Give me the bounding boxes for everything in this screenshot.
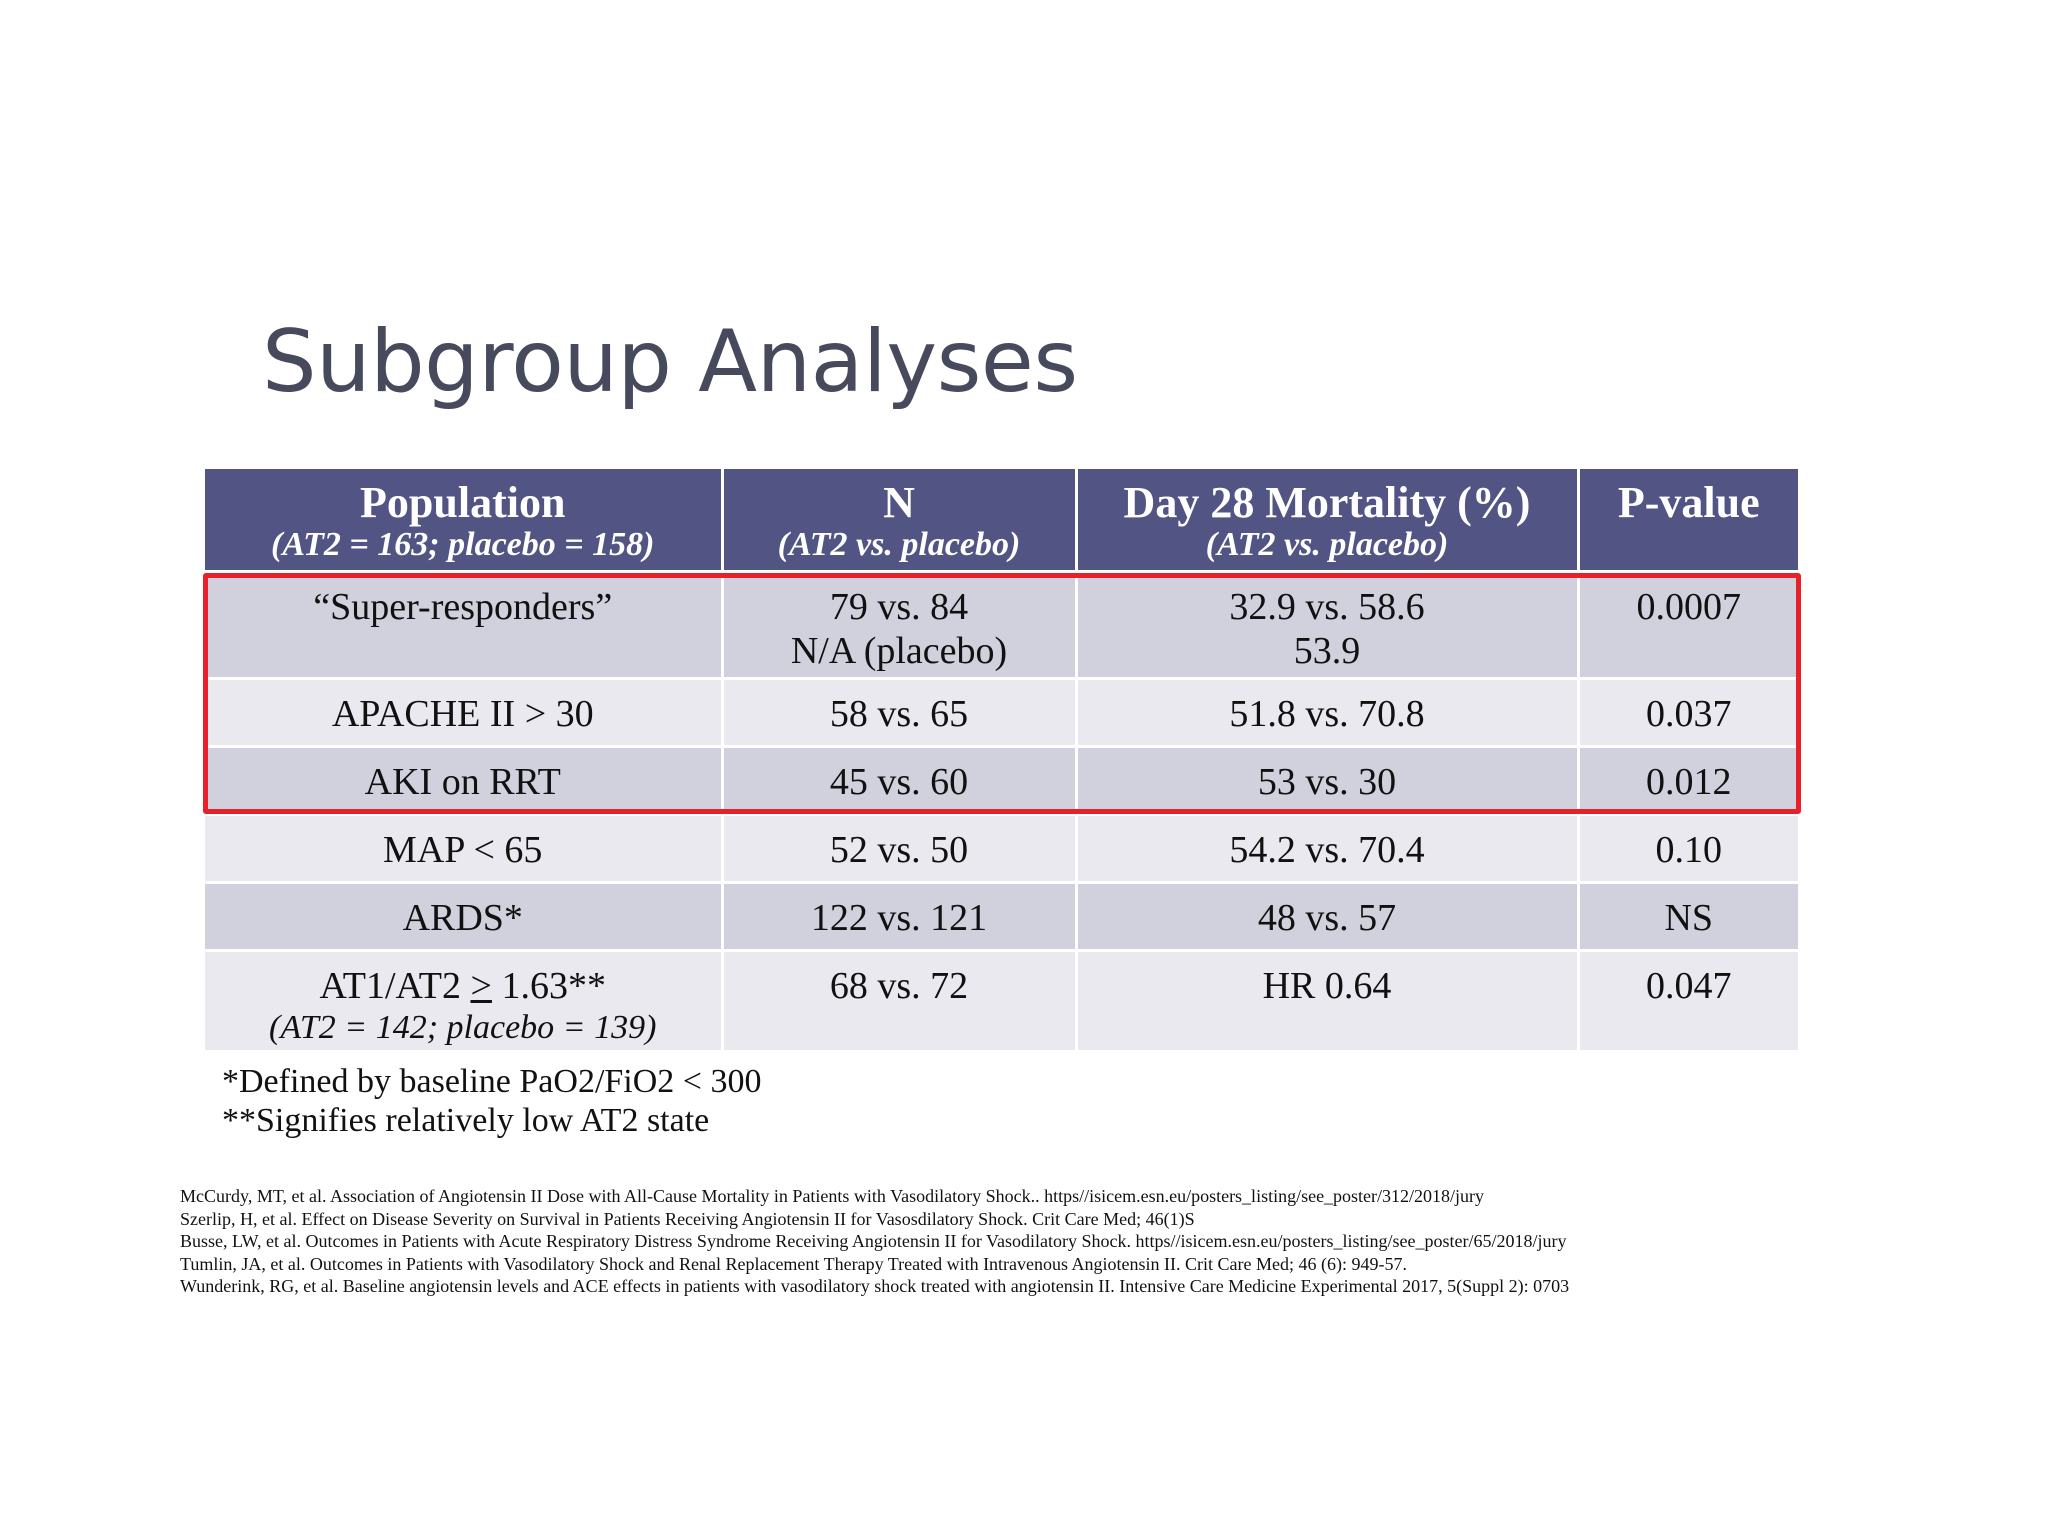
footnotes: *Defined by baseline PaO2/FiO2 < 300 **S… [222,1062,761,1140]
table-row: “Super-responders” 79 vs. 84 N/A (placeb… [205,569,1798,678]
cell-n: 122 vs. 121 [722,880,1078,950]
table-row: MAP < 65 52 vs. 50 54.2 vs. 70.4 0.10 [205,812,1798,882]
footnote: **Signifies relatively low AT2 state [222,1102,710,1139]
cell-n: 79 vs. 84 N/A (placebo) [722,569,1078,678]
table-row: ARDS* 122 vs. 121 48 vs. 57 NS [205,880,1798,950]
cell-population: AKI on RRT [205,744,724,814]
population-label-prefix: AT1/AT2 [319,964,471,1007]
header-n-sub: (AT2 vs. placebo) [777,526,1021,563]
table-header-row: Population (AT2 = 163; placebo = 158) N … [205,469,1798,571]
population-label: APACHE II > 30 [331,692,594,735]
mortality-value: 54.2 vs. 70.4 [1229,828,1425,871]
reference: Szerlip, H, et al. Effect on Disease Sev… [180,1208,1195,1229]
mortality-value: HR 0.64 [1262,964,1392,1007]
n-value: 58 vs. 65 [829,692,969,735]
cell-mortality: HR 0.64 [1076,948,1580,1050]
population-sub: (AT2 = 142; placebo = 139) [269,1008,657,1046]
reference: Busse, LW, et al. Outcomes in Patients w… [180,1231,1567,1251]
header-p-value: P-value [1578,469,1798,571]
header-p-value-label: P-value [1617,478,1760,527]
population-label: MAP < 65 [383,828,543,871]
header-mortality: Day 28 Mortality (%) (AT2 vs. placebo) [1076,469,1580,571]
header-mortality-sub: (AT2 vs. placebo) [1205,526,1449,563]
cell-p-value: NS [1578,880,1798,950]
reference: Tumlin, JA, et al. Outcomes in Patients … [180,1253,1407,1274]
mortality-value: 32.9 vs. 58.6 [1229,585,1425,628]
cell-p-value: 0.10 [1578,812,1798,882]
references: McCurdy, MT, et al. Association of Angio… [180,1185,1569,1298]
table-row: APACHE II > 30 58 vs. 65 51.8 vs. 70.8 0… [205,676,1798,746]
population-label: ARDS* [402,896,523,939]
cell-n: 45 vs. 60 [722,744,1078,814]
mortality-value: 53 vs. 30 [1257,760,1397,803]
population-label: AKI on RRT [364,760,561,803]
cell-n: 52 vs. 50 [722,812,1078,882]
cell-population: ARDS* [205,880,724,950]
reference: Wunderink, RG, et al. Baseline angiotens… [180,1276,1570,1296]
cell-mortality: 53 vs. 30 [1076,744,1580,814]
p-value: 0.037 [1646,692,1732,735]
table-row: AKI on RRT 45 vs. 60 53 vs. 30 0.012 [205,744,1798,814]
cell-mortality: 32.9 vs. 58.6 53.9 [1076,569,1580,678]
mortality-value-secondary: 53.9 [1293,629,1361,672]
p-value: 0.012 [1646,760,1732,803]
cell-p-value: 0.037 [1578,676,1798,746]
n-value-secondary: N/A (placebo) [790,629,1008,672]
cell-p-value: 0.047 [1578,948,1798,1050]
table-row: AT1/AT2 > 1.63** (AT2 = 142; placebo = 1… [205,948,1798,1050]
cell-n: 58 vs. 65 [722,676,1078,746]
subgroup-table: Population (AT2 = 163; placebo = 158) N … [205,469,1798,1050]
population-label-suffix: 1.63** [491,964,606,1007]
cell-population: APACHE II > 30 [205,676,724,746]
cell-p-value: 0.012 [1578,744,1798,814]
p-value: 0.0007 [1636,585,1742,628]
population-label: “Super-responders” [313,585,613,628]
p-value: 0.10 [1655,828,1723,871]
header-population: Population (AT2 = 163; placebo = 158) [205,469,724,571]
cell-mortality: 54.2 vs. 70.4 [1076,812,1580,882]
n-value: 79 vs. 84 [829,585,969,628]
header-mortality-label: Day 28 Mortality (%) [1123,478,1531,527]
mortality-value: 51.8 vs. 70.8 [1229,692,1425,735]
n-value: 122 vs. 121 [810,896,988,939]
header-n: N (AT2 vs. placebo) [722,469,1078,571]
n-value: 45 vs. 60 [829,760,969,803]
cell-population: “Super-responders” [205,569,724,678]
cell-mortality: 48 vs. 57 [1076,880,1580,950]
reference: McCurdy, MT, et al. Association of Angio… [180,1186,1485,1206]
header-population-sub: (AT2 = 163; placebo = 158) [271,526,655,563]
header-population-label: Population [360,478,566,527]
cell-population: AT1/AT2 > 1.63** (AT2 = 142; placebo = 1… [205,948,724,1050]
n-value: 52 vs. 50 [829,828,969,871]
header-n-label: N [883,478,915,527]
greater-equal-symbol: > [470,964,492,1007]
p-value: NS [1664,896,1714,939]
slide-title: Subgroup Analyses [262,312,1078,412]
mortality-value: 48 vs. 57 [1257,896,1397,939]
cell-n: 68 vs. 72 [722,948,1078,1050]
cell-p-value: 0.0007 [1578,569,1798,678]
p-value: 0.047 [1646,964,1732,1007]
n-value: 68 vs. 72 [829,964,969,1007]
footnote: *Defined by baseline PaO2/FiO2 < 300 [222,1063,762,1100]
cell-population: MAP < 65 [205,812,724,882]
cell-mortality: 51.8 vs. 70.8 [1076,676,1580,746]
